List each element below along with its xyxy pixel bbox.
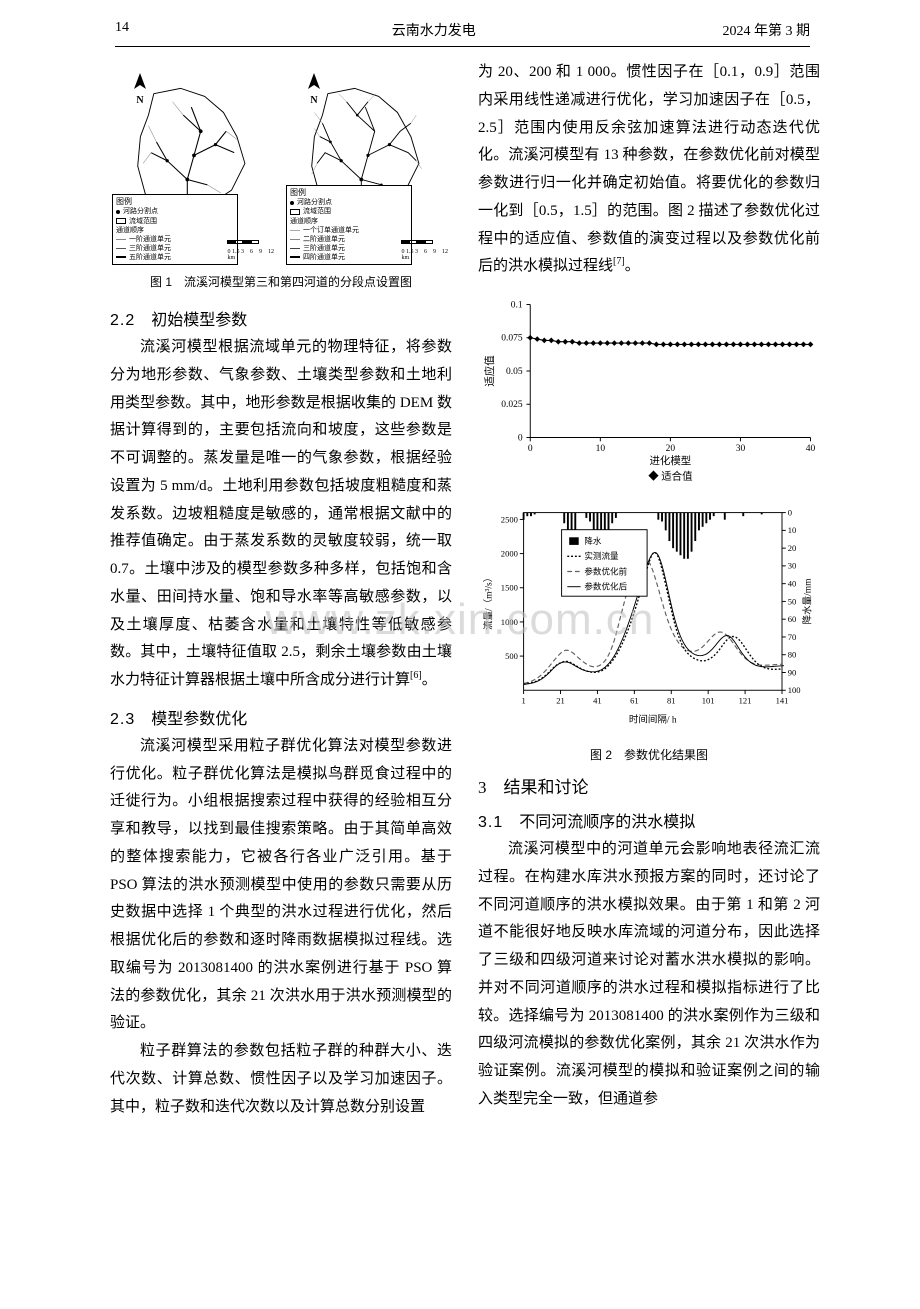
- header-rule: [115, 46, 810, 47]
- svg-text:61: 61: [630, 696, 639, 706]
- svg-text:降水量/mm: 降水量/mm: [802, 578, 814, 625]
- heading-2-3: 2.3 模型参数优化: [110, 705, 452, 729]
- svg-text:21: 21: [556, 696, 565, 706]
- svg-text:1: 1: [521, 696, 525, 706]
- svg-text:50: 50: [788, 596, 797, 606]
- para-23a: 流溪河模型采用粒子群优化算法对模型参数进行优化。粒子群优化算法是模拟鸟群觅食过程…: [110, 733, 452, 1038]
- svg-text:141: 141: [776, 696, 789, 706]
- svg-text:41: 41: [593, 696, 602, 706]
- svg-text:60: 60: [788, 614, 797, 624]
- para-31: 流溪河模型中的河道单元会影响地表径流汇流过程。在构建水库洪水预报方案的同时，还讨…: [478, 836, 820, 1114]
- svg-text:0.075: 0.075: [501, 334, 523, 344]
- svg-text:流量/（m³/s）: 流量/（m³/s）: [482, 573, 494, 630]
- svg-text:参数优化前: 参数优化前: [584, 565, 627, 576]
- fig1-panel-right: N 图例 河路分割点 流域范围: [284, 67, 452, 267]
- svg-text:2000: 2000: [501, 548, 518, 558]
- issue: 2024 年第 3 期: [723, 20, 811, 40]
- svg-text:101: 101: [702, 696, 715, 706]
- fig1-right-scale: 0 1.5 3 6 9 12km: [401, 240, 448, 261]
- svg-text:30: 30: [788, 561, 797, 571]
- fig2-caption: 图 2 参数优化结果图: [478, 746, 820, 763]
- ref-6: [6]: [410, 670, 422, 681]
- svg-text:121: 121: [739, 696, 752, 706]
- heading-3: 3 结果和讨论: [478, 773, 820, 798]
- para-right-cont: 为 20、200 和 1 000。惯性因子在［0.1，0.9］范围内采用线性递减…: [478, 59, 820, 281]
- svg-text:81: 81: [667, 696, 676, 706]
- svg-text:0: 0: [788, 507, 792, 517]
- figure-1: N 图例 河路分割点 流域范围 通道顺序: [110, 67, 452, 267]
- fig1-caption: 图 1 流溪河模型第三和第四河道的分段点设置图: [110, 273, 452, 290]
- svg-text:0: 0: [528, 444, 533, 454]
- svg-text:40: 40: [806, 444, 816, 454]
- svg-text:100: 100: [788, 685, 801, 695]
- heading-3-1: 3.1 不同河流顺序的洪水模拟: [478, 808, 820, 832]
- page-number: 14: [115, 20, 145, 40]
- svg-text:0.1: 0.1: [511, 300, 523, 310]
- svg-text:适应值: 适应值: [483, 355, 496, 386]
- fig2-bottom-chart: 500 1000 1500 2000 2500 流量/（m³/s） 0 10 20 30 40 50 6…: [478, 505, 820, 740]
- svg-text:降水: 降水: [584, 535, 602, 546]
- svg-text:进化模型: 进化模型: [650, 454, 692, 467]
- svg-text:90: 90: [788, 667, 797, 677]
- fig1-right-legend: 图例 河路分割点 流域范围 通道顺序 一个订单通道单元 二阶通道单元 三阶通道单…: [286, 185, 412, 265]
- fig2-top-chart: 0 0.025 0.05 0.075 0.1 0 10 20 30 40 适应值进化模型 ◆ 适合值: [478, 295, 820, 495]
- svg-text:10: 10: [596, 444, 606, 454]
- svg-text:80: 80: [788, 650, 797, 660]
- svg-text:0: 0: [518, 433, 523, 443]
- svg-text:40: 40: [788, 579, 797, 589]
- svg-text:实测流量: 实测流量: [584, 550, 619, 561]
- fig1-panel-left: N 图例 河路分割点 流域范围 通道顺序: [110, 67, 278, 267]
- svg-text:0.05: 0.05: [506, 367, 523, 377]
- heading-2-2: 2.2 2.2 初始模型参数初始模型参数: [110, 306, 452, 330]
- svg-text:70: 70: [788, 632, 797, 642]
- svg-text:◆ 适合值: ◆ 适合值: [648, 469, 692, 482]
- svg-text:20: 20: [666, 444, 676, 454]
- svg-text:1000: 1000: [501, 617, 518, 627]
- para-22: 流溪河模型根据流域单元的物理特征，将参数分为地形参数、气象参数、土壤类型参数和土…: [110, 334, 452, 695]
- svg-text:500: 500: [505, 651, 518, 661]
- svg-text:1500: 1500: [501, 583, 518, 593]
- svg-text:10: 10: [788, 525, 797, 535]
- svg-text:2500: 2500: [501, 514, 518, 524]
- svg-text:0.025: 0.025: [501, 400, 523, 410]
- fig1-left-legend: 图例 河路分割点 流域范围 通道顺序 一阶通道单元 三阶通道单元 五阶通道单元: [112, 194, 238, 265]
- svg-text:20: 20: [788, 543, 797, 553]
- svg-text:时间间隔/ h: 时间间隔/ h: [629, 714, 677, 726]
- svg-text:参数优化后: 参数优化后: [584, 581, 627, 592]
- fig1-left-scale: 0 1.5 3 6 9 12km: [227, 240, 274, 261]
- ref-7: [7]: [613, 256, 625, 267]
- journal-title: 云南水力发电: [145, 20, 723, 40]
- svg-text:30: 30: [736, 444, 746, 454]
- para-23b: 粒子群算法的参数包括粒子群的种群大小、迭代次数、计算总数、惯性因子以及学习加速因…: [110, 1038, 452, 1121]
